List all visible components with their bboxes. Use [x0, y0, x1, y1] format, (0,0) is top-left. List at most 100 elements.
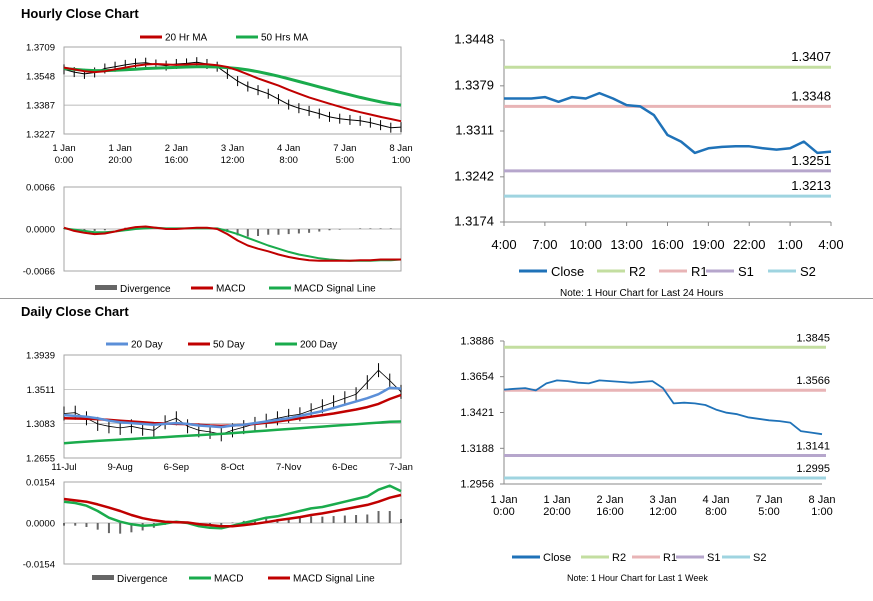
- daily-pivot-xtick-label: 1 Jan: [544, 494, 571, 506]
- hourly-ma20-line: [63, 63, 402, 123]
- daily-price-xtick-label: 11-Jul: [51, 462, 76, 473]
- daily-legend-divergence-swatch: [92, 575, 114, 580]
- daily-20day-line: [63, 386, 402, 429]
- hourly-legend-divergence-label: Divergence: [120, 284, 171, 295]
- hourly-level-r1-label: 1.3348: [791, 88, 831, 103]
- hourly-level-s1-label: 1.3251: [791, 153, 831, 168]
- daily-pivot-xtick-label: 1 Jan: [491, 494, 518, 506]
- hourly-pivot-legend-s1-label: S1: [738, 264, 754, 279]
- hourly-pivot-xtick-label: 1:00: [777, 237, 802, 252]
- hourly-price-xtick-label: 5:00: [336, 155, 355, 166]
- daily-macd-ytick-label: 0.0000: [26, 519, 55, 530]
- daily-pivot-ytick-label: 1.3886: [460, 336, 494, 348]
- hourly-price-plot-frame: [63, 46, 402, 135]
- daily-level-r1-label: 1.3566: [796, 375, 830, 387]
- hourly-pivot-xtick-label: 7:00: [532, 237, 557, 252]
- daily-legend-20day-label: 20 Day: [131, 340, 163, 351]
- daily-price-ytick-label: 1.3939: [26, 351, 55, 362]
- hourly-pivot-ytick-label: 1.3448: [454, 32, 494, 47]
- hourly-price-xtick-label: 8 Jan: [389, 143, 412, 154]
- hourly-macd-ytick-label: 0.0066: [26, 183, 55, 194]
- daily-pivot-xtick-label: 16:00: [596, 506, 624, 518]
- hourly-pivot-close-line: [504, 91, 832, 155]
- hourly-section-title: Hourly Close Chart: [21, 6, 139, 21]
- hourly-macd-ytick-label: 0.0000: [26, 225, 55, 236]
- daily-level-s1-label: 1.3141: [796, 441, 830, 453]
- hourly-price-xtick-label: 12:00: [221, 155, 245, 166]
- hourly-price-xtick-label: 0:00: [55, 155, 74, 166]
- daily-pivot-xtick-label: 8 Jan: [809, 494, 836, 506]
- daily-pivot-xtick-label: 4 Jan: [703, 494, 730, 506]
- hourly-legend-divergence-swatch: [95, 285, 117, 290]
- hourly-price-xtick-label: 2 Jan: [165, 143, 188, 154]
- daily-pivot-xtick-label: 8:00: [705, 506, 726, 518]
- daily-pivot-xtick-label: 5:00: [758, 506, 779, 518]
- hourly-legend-signal-label: MACD Signal Line: [294, 284, 376, 295]
- daily-pivot-legend-r1-label: R1: [663, 552, 677, 564]
- hourly-price-ytick-label: 1.3709: [26, 43, 55, 54]
- daily-price-xtick-label: 9-Aug: [107, 462, 132, 473]
- hourly-pivot-xtick-label: 4:00: [491, 237, 516, 252]
- hourly-legend-ma50-label: 50 Hrs MA: [261, 33, 309, 44]
- daily-pivot-legend-close-label: Close: [543, 552, 571, 564]
- daily-legend-macd-label: MACD: [214, 574, 243, 585]
- hourly-pivot-xtick-label: 13:00: [610, 237, 643, 252]
- hourly-price-xtick-label: 1 Jan: [52, 143, 75, 154]
- daily-pivot-xtick-label: 12:00: [649, 506, 677, 518]
- daily-macd-ytick-label: 0.0154: [26, 478, 55, 489]
- hourly-price-ytick-label: 1.3548: [26, 72, 55, 83]
- hourly-price-xtick-label: 8:00: [279, 155, 298, 166]
- daily-legend-signal-label: MACD Signal Line: [293, 574, 375, 585]
- daily-price-xtick-label: 6-Dec: [332, 462, 358, 473]
- daily-pivot-legend-s2-label: S2: [753, 552, 766, 564]
- hourly-note: Note: 1 Hour Chart for Last 24 Hours: [560, 288, 724, 299]
- daily-level-r2-label: 1.3845: [796, 332, 830, 344]
- daily-200day-line: [63, 420, 402, 445]
- hourly-legend-ma20-label: 20 Hr MA: [165, 33, 208, 44]
- hourly-pivot-xtick-label: 10:00: [569, 237, 602, 252]
- hourly-legend-macd-label: MACD: [216, 284, 245, 295]
- daily-price-plot-frame: [63, 354, 402, 459]
- hourly-pivot-legend-r2-label: R2: [629, 264, 646, 279]
- daily-pivot-ytick-label: 1.2956: [460, 479, 494, 491]
- daily-legend-50day-label: 50 Day: [213, 340, 245, 351]
- daily-price-xtick-label: 8-Oct: [221, 462, 245, 473]
- daily-macd-ytick-label: -0.0154: [23, 560, 55, 571]
- daily-pivot-ytick-label: 1.3188: [460, 443, 494, 455]
- hourly-level-s2-label: 1.3213: [791, 178, 831, 193]
- hourly-price-xtick-label: 7 Jan: [333, 143, 356, 154]
- section-divider: [0, 298, 873, 299]
- hourly-pivot-legend-close-label: Close: [551, 264, 584, 279]
- daily-price-xtick-label: 7-Jan: [389, 462, 413, 473]
- hourly-pivot-legend-s2-label: S2: [800, 264, 816, 279]
- hourly-pivot-ytick-label: 1.3174: [454, 214, 494, 229]
- daily-pivot-xtick-label: 0:00: [493, 506, 514, 518]
- hourly-macd-ytick-label: -0.0066: [23, 267, 55, 278]
- daily-note: Note: 1 Hour Chart for Last 1 Week: [567, 573, 708, 583]
- hourly-pivot-xtick-label: 4:00: [818, 237, 843, 252]
- daily-price-ytick-label: 1.2655: [26, 454, 55, 465]
- hourly-pivot-ytick-label: 1.3311: [455, 123, 494, 138]
- hourly-close-line: [63, 61, 402, 129]
- daily-price-xtick-label: 6-Sep: [164, 462, 189, 473]
- daily-close-line: [63, 369, 402, 435]
- daily-legend-divergence-label: Divergence: [117, 574, 168, 585]
- hourly-price-xtick-label: 1:00: [392, 155, 411, 166]
- daily-level-s2-label: 1.2995: [796, 463, 830, 475]
- hourly-pivot-xtick-label: 19:00: [692, 237, 725, 252]
- hourly-price-xtick-label: 3 Jan: [221, 143, 244, 154]
- daily-section-title: Daily Close Chart: [21, 304, 129, 319]
- daily-pivot-xtick-label: 20:00: [543, 506, 571, 518]
- hourly-price-xtick-label: 4 Jan: [277, 143, 300, 154]
- daily-pivot-xtick-label: 1:00: [811, 506, 832, 518]
- hourly-price-xtick-label: 1 Jan: [109, 143, 132, 154]
- daily-legend-200day-label: 200 Day: [300, 340, 337, 351]
- daily-pivot-ytick-label: 1.3654: [460, 371, 494, 383]
- daily-pivot-ytick-label: 1.3421: [460, 407, 494, 419]
- hourly-ma50-line: [63, 65, 402, 107]
- hourly-macd-line: [63, 225, 401, 262]
- daily-pivot-legend-s1-label: S1: [707, 552, 720, 564]
- hourly-pivot-ytick-label: 1.3379: [454, 77, 494, 92]
- hourly-pivot-xtick-label: 22:00: [733, 237, 766, 252]
